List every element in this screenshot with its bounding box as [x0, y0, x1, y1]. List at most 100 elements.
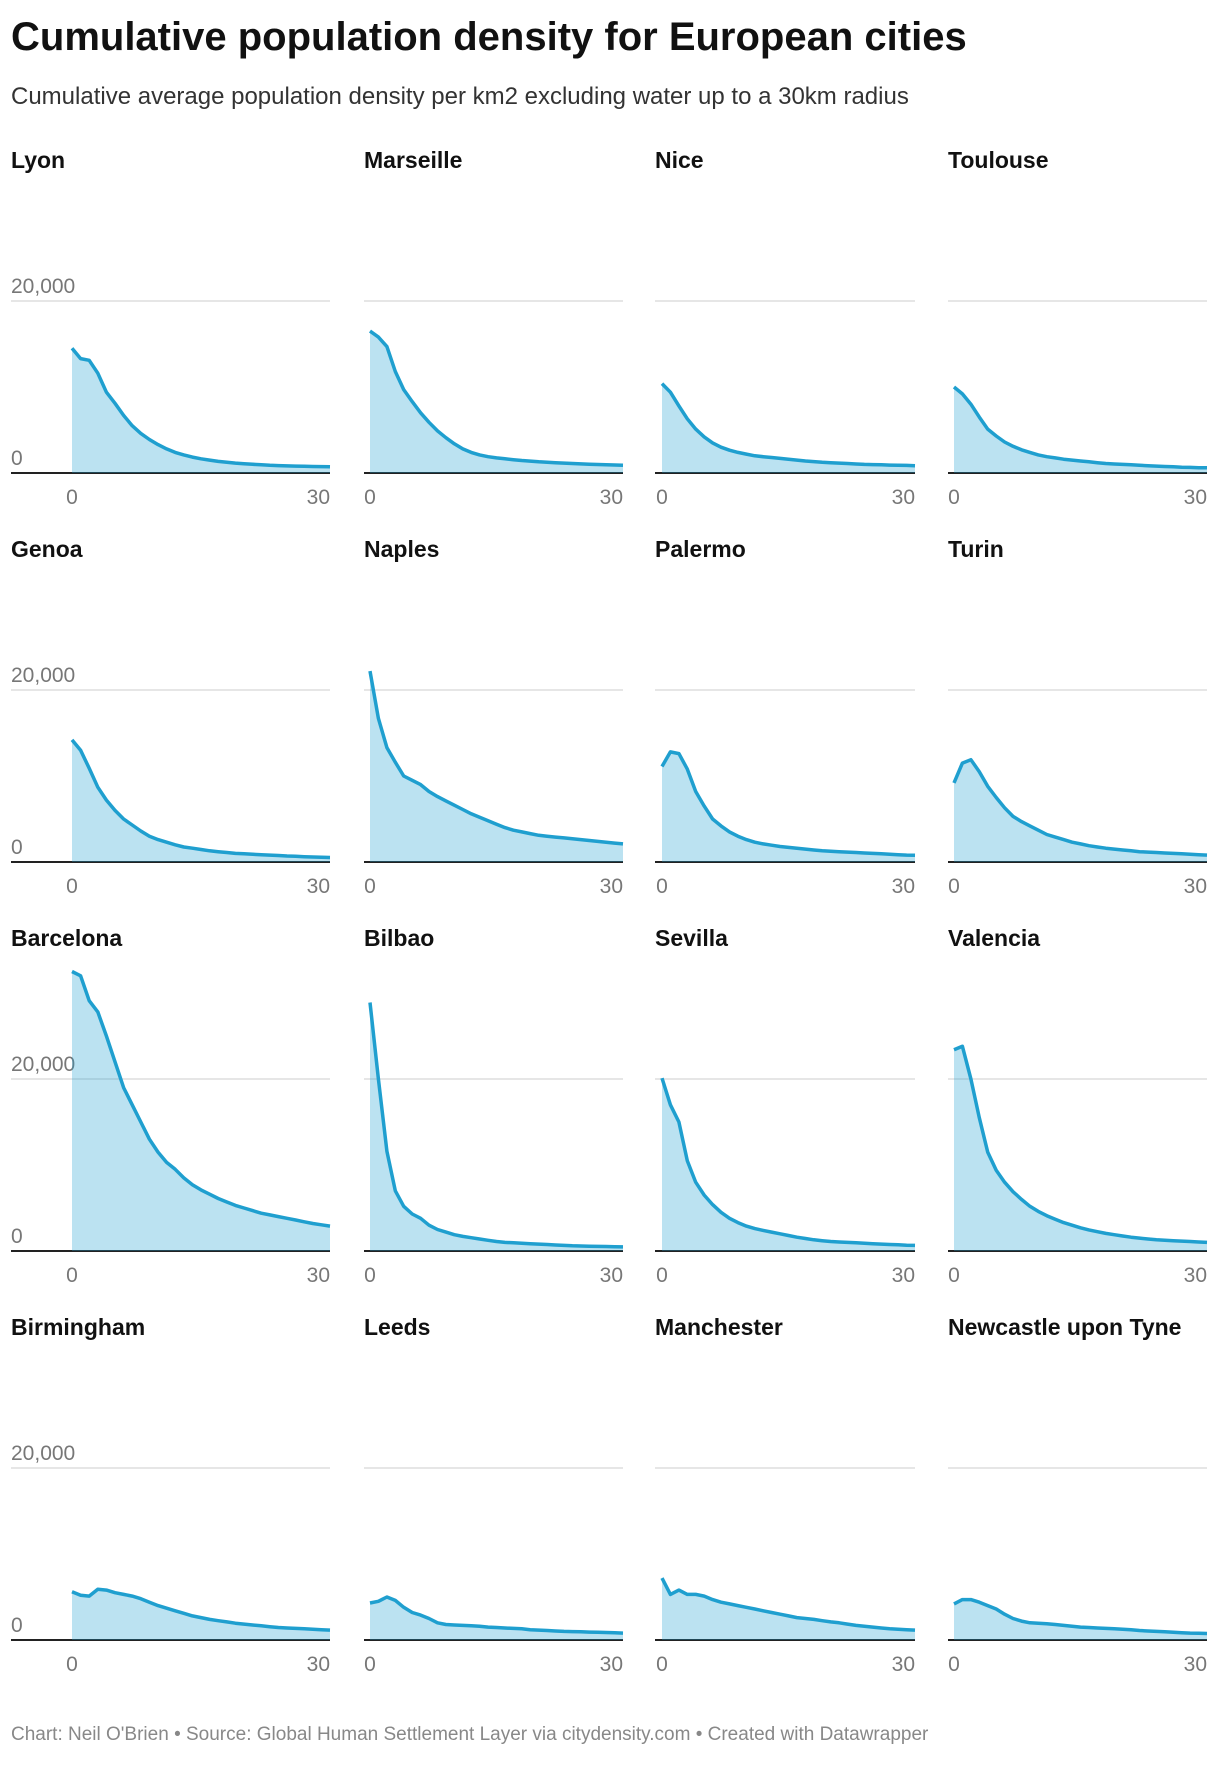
line [368, 329, 624, 468]
panel: Lyon 0 20,000 0 30 [11, 147, 331, 509]
area-fill [72, 971, 330, 1251]
panel: Newcastle upon Tyne 0 30 [948, 1314, 1208, 1676]
y-tick-label: 0 [11, 1225, 23, 1248]
x-tick-label: 0 [656, 875, 668, 898]
panel: Bilbao 0 30 [364, 925, 624, 1287]
x-tick-label: 0 [364, 486, 376, 509]
panel-title: Turin [948, 536, 1004, 562]
x-tick-label: 0 [948, 1653, 960, 1676]
panel: Leeds 0 30 [364, 1314, 624, 1676]
x-tick-label: 30 [1184, 1264, 1207, 1287]
x-tick-label: 0 [948, 486, 960, 509]
x-tick-label: 30 [307, 486, 330, 509]
x-tick-label: 30 [1184, 875, 1207, 898]
panel-title: Palermo [655, 536, 746, 562]
panel-title: Birmingham [11, 1314, 145, 1340]
panel: Turin 0 30 [948, 536, 1208, 898]
area-fill [72, 739, 330, 862]
x-tick-label: 0 [656, 1264, 668, 1287]
x-tick-label: 30 [892, 1264, 915, 1287]
line [70, 347, 331, 469]
line [660, 382, 916, 468]
line [71, 969, 331, 1228]
x-tick-label: 30 [892, 1653, 915, 1676]
y-tick-label: 0 [11, 836, 23, 859]
x-tick-label: 0 [364, 1264, 376, 1287]
x-tick-label: 0 [66, 1264, 78, 1287]
panel: Manchester 0 30 [655, 1314, 916, 1676]
area-fill [662, 383, 915, 473]
y-tick-label: 20,000 [11, 1053, 75, 1076]
line [952, 385, 1208, 470]
line [952, 757, 1208, 857]
line [660, 750, 916, 858]
x-tick-label: 30 [307, 1264, 330, 1287]
area-fill [954, 1046, 1207, 1251]
y-tick-label: 20,000 [11, 275, 75, 298]
line [368, 670, 624, 846]
x-tick-label: 30 [892, 486, 915, 509]
panel: Sevilla 0 30 [655, 925, 916, 1287]
x-tick-label: 0 [948, 1264, 960, 1287]
panel-title: Marseille [364, 147, 462, 173]
panel-title: Barcelona [11, 925, 122, 951]
line [368, 1002, 624, 1249]
y-tick-label: 0 [11, 1614, 23, 1637]
panel: Genoa 0 20,000 0 30 [11, 536, 331, 898]
area-fill [370, 331, 623, 473]
x-tick-label: 30 [600, 1653, 623, 1676]
panel-title: Valencia [948, 925, 1040, 951]
chart-title: Cumulative population density for Europe… [11, 15, 967, 59]
panel: Valencia 0 30 [948, 925, 1208, 1287]
x-tick-label: 0 [66, 1653, 78, 1676]
panel: Toulouse 0 30 [948, 147, 1208, 509]
area-fill [954, 387, 1207, 473]
x-tick-label: 30 [1184, 486, 1207, 509]
x-tick-label: 0 [364, 875, 376, 898]
panel: Barcelona 0 20,000 0 30 [11, 925, 331, 1287]
line [70, 738, 331, 860]
y-tick-label: 20,000 [11, 1442, 75, 1465]
panel-title: Sevilla [655, 925, 728, 951]
x-tick-label: 30 [600, 486, 623, 509]
area-fill [954, 1599, 1207, 1640]
panel: Palermo 0 30 [655, 536, 916, 898]
panel: Nice 0 30 [655, 147, 916, 509]
line [660, 1077, 916, 1248]
y-tick-label: 20,000 [11, 664, 75, 687]
line [660, 1577, 916, 1632]
x-tick-label: 30 [600, 875, 623, 898]
area-fill [662, 1578, 915, 1640]
panel-title: Manchester [655, 1314, 783, 1340]
panel-title: Lyon [11, 147, 65, 173]
x-tick-label: 30 [892, 875, 915, 898]
panel-title: Naples [364, 536, 439, 562]
x-tick-label: 0 [66, 875, 78, 898]
source-note: Chart: Neil O'Brien • Source: Global Hum… [11, 1724, 929, 1745]
line [369, 1595, 624, 1635]
area-fill [72, 1589, 330, 1640]
chart-subtitle: Cumulative average population density pe… [11, 83, 909, 110]
panel: Naples 0 30 [364, 536, 624, 898]
x-tick-label: 30 [307, 875, 330, 898]
x-tick-label: 0 [656, 1653, 668, 1676]
area-fill [370, 1597, 623, 1640]
panel-title: Leeds [364, 1314, 430, 1340]
line [953, 1044, 1208, 1245]
x-tick-label: 0 [948, 875, 960, 898]
y-tick-label: 0 [11, 447, 23, 470]
panel: Birmingham 0 20,000 0 30 [11, 1314, 331, 1676]
x-tick-label: 0 [66, 486, 78, 509]
area-fill [370, 1002, 623, 1251]
panel-title: Genoa [11, 536, 83, 562]
panel-title: Toulouse [948, 147, 1049, 173]
x-tick-label: 30 [1184, 1653, 1207, 1676]
x-tick-label: 0 [656, 486, 668, 509]
area-fill [662, 751, 915, 862]
panel-title: Newcastle upon Tyne [948, 1314, 1181, 1340]
panel: Marseille 0 30 [364, 147, 624, 509]
panel-title: Bilbao [364, 925, 434, 951]
line [953, 1597, 1208, 1636]
area-fill [662, 1078, 915, 1251]
